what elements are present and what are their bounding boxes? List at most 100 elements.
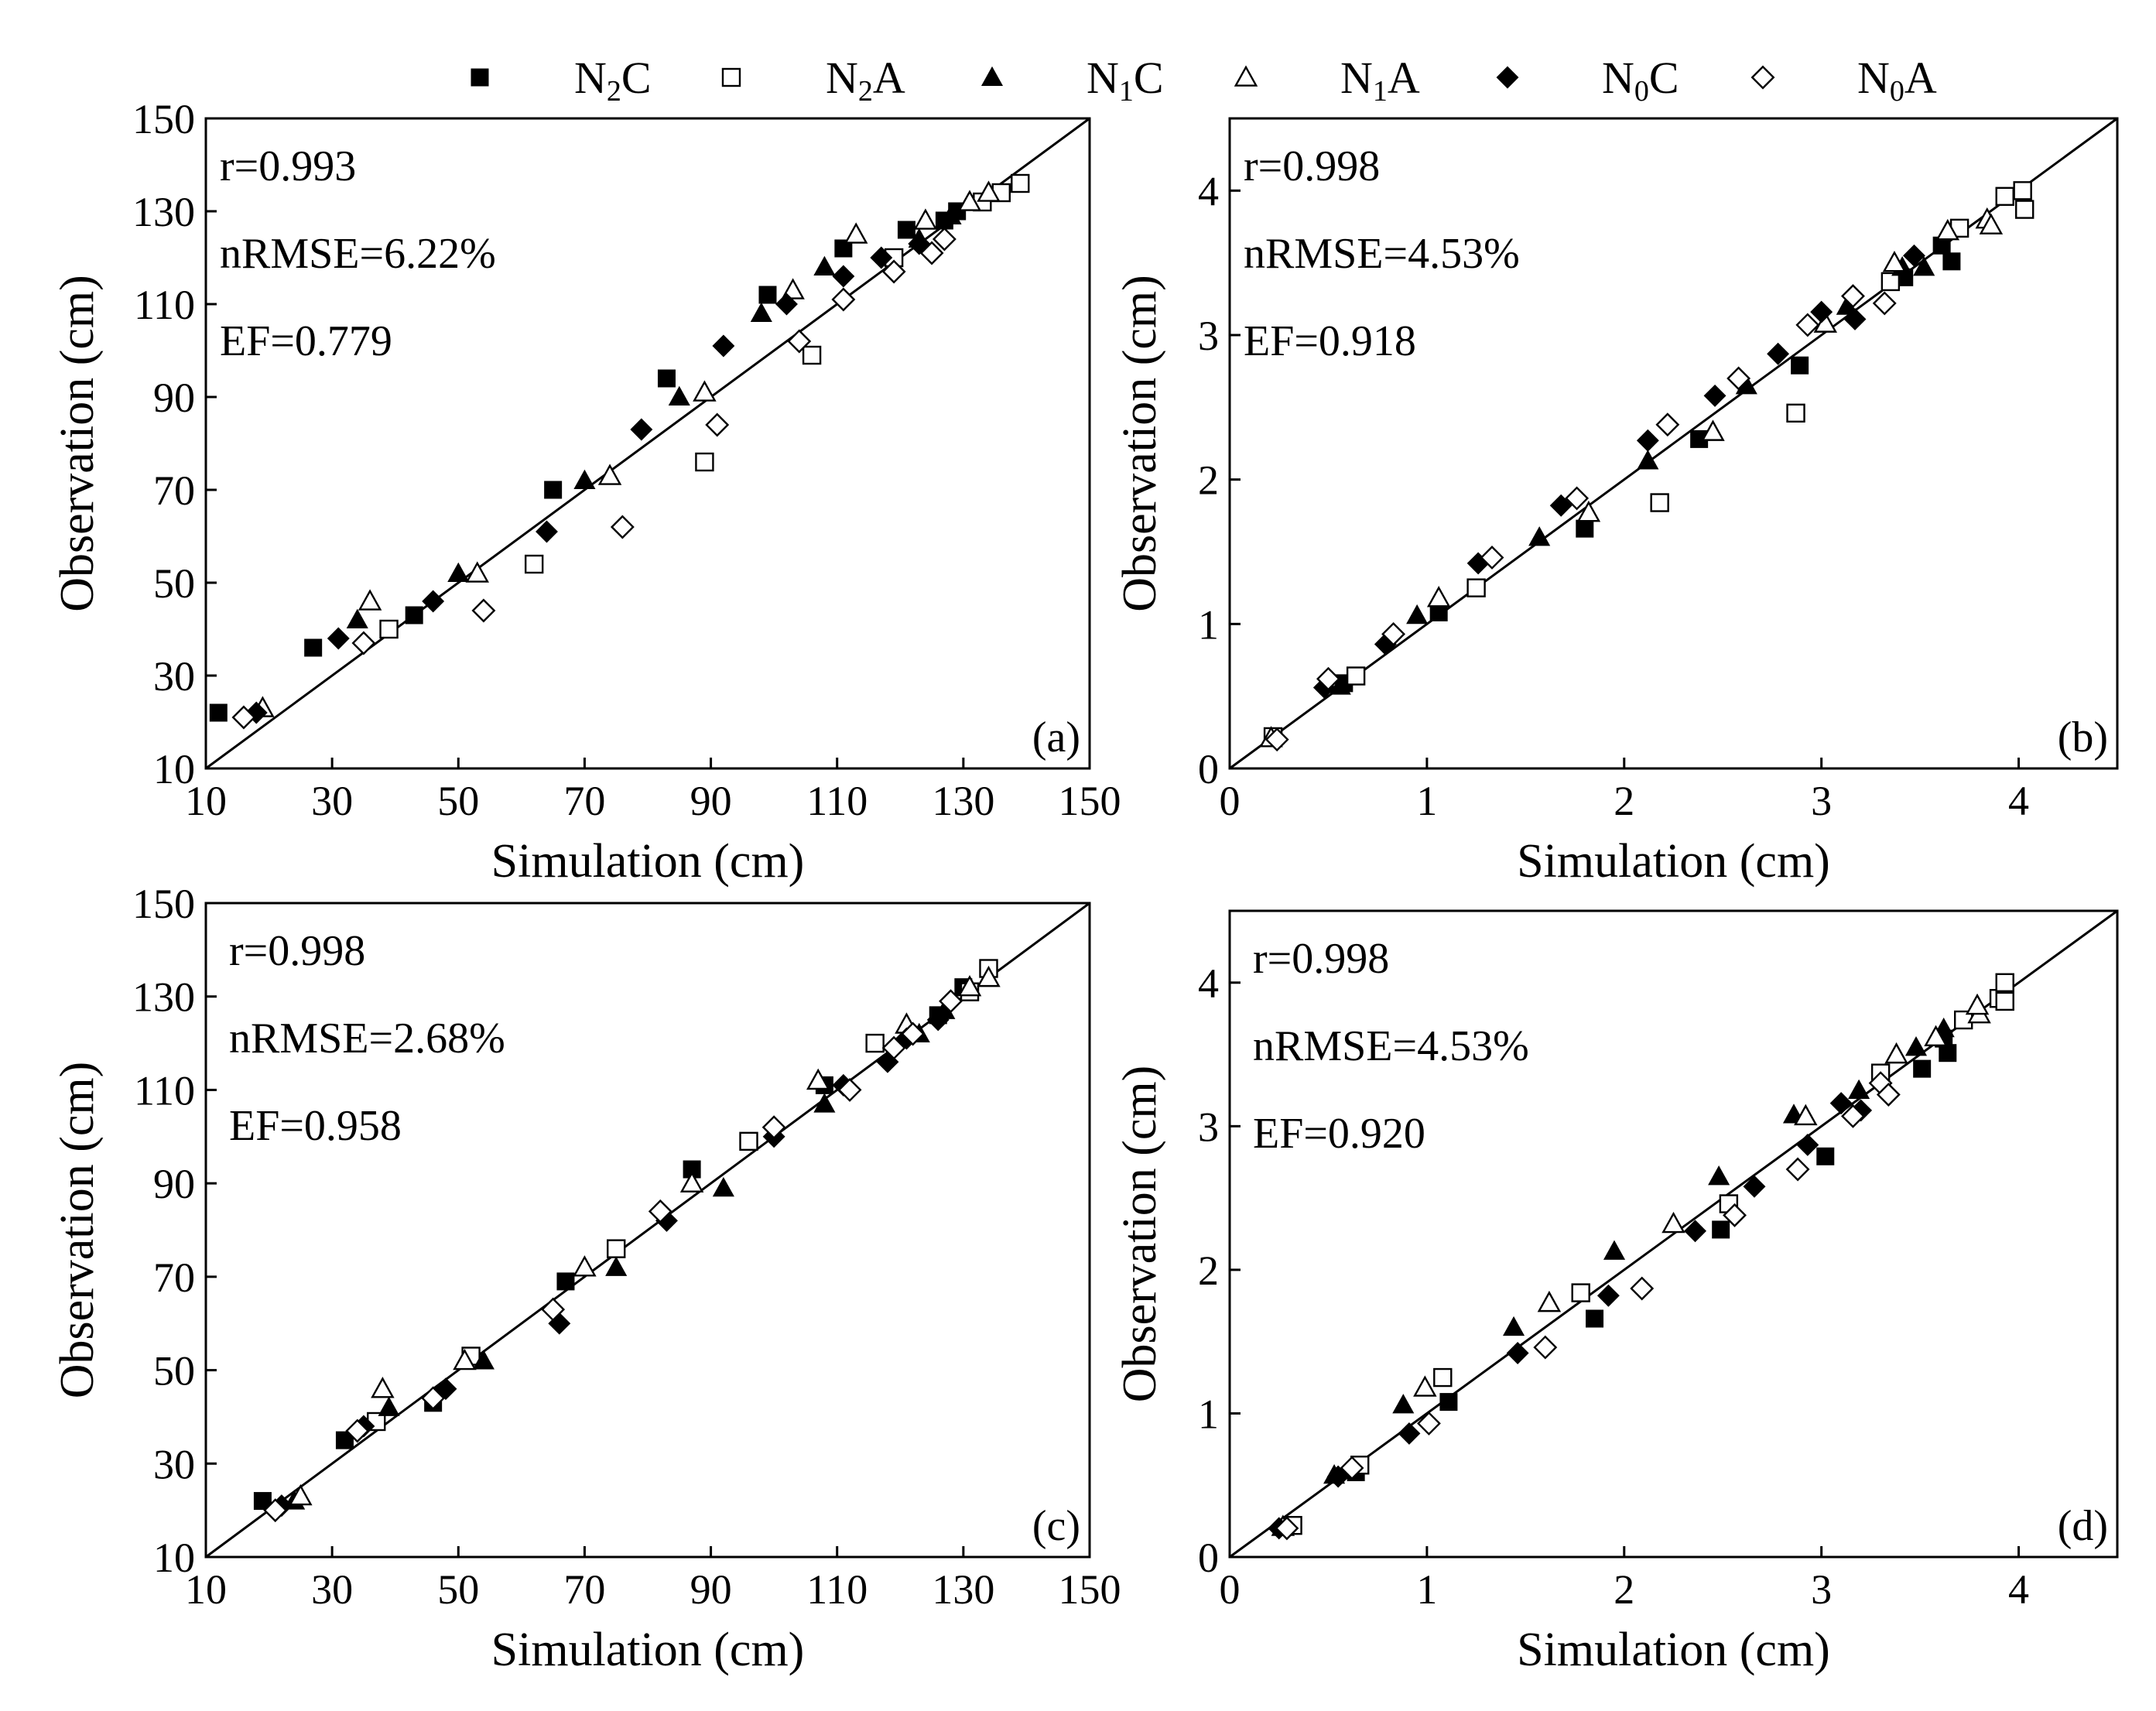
panel-a-x-tick-label: 150 <box>1059 778 1121 824</box>
data-point-n2a <box>2015 200 2035 219</box>
legend-label-n1c: N1C <box>1087 53 1164 108</box>
data-point-n1c <box>573 469 596 490</box>
data-point-n0a <box>1785 1157 1810 1182</box>
data-point-n0a <box>541 1297 566 1322</box>
data-point-n0c <box>712 334 735 358</box>
data-point-n1a <box>1794 1104 1818 1126</box>
data-point-n0c <box>1843 308 1867 330</box>
data-point-n2c <box>897 221 915 239</box>
data-point-n0c <box>870 246 893 269</box>
panel-a-y-tick-label: 130 <box>132 189 195 235</box>
data-point-n2a <box>1881 272 1901 292</box>
panel-b-y-tick-label: 2 <box>1198 457 1219 504</box>
panel-b-frame <box>1228 117 2119 770</box>
data-point-n0c <box>1398 1422 1421 1445</box>
data-point-n2c <box>556 1272 575 1291</box>
data-point-n1a <box>1979 213 2004 234</box>
legend-item-n0a: N0A <box>1750 53 1937 108</box>
panel-a-x-tick-label: 10 <box>185 778 227 824</box>
panel-d-y-tick-label: 0 <box>1198 1535 1219 1581</box>
data-point-n1c <box>750 302 772 323</box>
data-point-n1c <box>1392 1394 1415 1414</box>
panel-d-y-tick-label: 3 <box>1198 1104 1219 1150</box>
data-point-n2a <box>1571 1283 1590 1302</box>
data-point-n0a <box>1723 1203 1747 1227</box>
data-point-n2c <box>758 286 777 304</box>
panel-a-y-tick-label: 50 <box>153 560 195 607</box>
panel-c-series-n2a <box>367 959 998 1432</box>
data-point-n0a <box>939 989 963 1014</box>
data-point-n1a <box>693 380 717 402</box>
data-point-n2c <box>1586 1309 1604 1328</box>
panel-c-y-tick-label: 130 <box>132 974 195 1021</box>
panel-c-x-tick-label: 90 <box>690 1566 732 1613</box>
data-point-n0c <box>1743 1175 1766 1198</box>
data-point-n1c <box>1708 1165 1730 1186</box>
data-point-n1a <box>1576 500 1601 522</box>
legend-marker-n1c <box>980 66 1004 87</box>
data-point-n0c <box>1796 1133 1819 1156</box>
data-point-n1c <box>1603 1240 1626 1260</box>
data-point-n1c <box>1848 1079 1870 1100</box>
data-point-n0a <box>831 287 856 312</box>
data-point-n1a <box>1935 218 1960 241</box>
data-point-n2c <box>834 239 853 258</box>
panel-c-x-tick-label: 130 <box>932 1566 994 1613</box>
data-point-n1a <box>957 974 982 997</box>
data-point-n0a <box>471 598 496 623</box>
panel-d-stat-ef-value: EF=0.920 <box>1253 1110 1425 1158</box>
legend-item-n2c: N2C <box>471 53 652 108</box>
data-point-n1a <box>913 208 938 230</box>
panel-b-y-tick-label: 3 <box>1198 313 1219 359</box>
panel-b-y-tick-label: 4 <box>1198 168 1219 214</box>
panel-a-y-axis-label: Observation (cm) <box>51 275 104 612</box>
data-point-n1c <box>472 1350 495 1370</box>
data-point-n1a <box>597 464 622 485</box>
panel-c-y-tick-label: 10 <box>153 1535 195 1581</box>
panel-c-stat-ef-value: EF=0.958 <box>229 1102 402 1150</box>
data-point-n2a <box>1995 973 2014 992</box>
data-point-n2a <box>524 554 544 574</box>
panel-a-frame <box>204 117 1091 770</box>
data-point-n0a <box>1565 486 1590 511</box>
data-point-n0c <box>1684 1220 1706 1243</box>
data-point-n0c <box>327 627 350 650</box>
data-point-n1a <box>844 222 868 244</box>
panel-d-x-tick-label: 4 <box>2008 1566 2029 1613</box>
data-point-n1c <box>378 1396 400 1416</box>
data-point-n2c <box>405 606 423 625</box>
data-point-n1a <box>1884 1042 1908 1064</box>
data-point-n0a <box>1275 1516 1299 1541</box>
data-point-n2c <box>1942 252 1961 271</box>
panel-d-frame <box>1228 909 2119 1559</box>
data-point-n1a <box>453 1348 477 1371</box>
panel-c-stat-nrmse-value: nRMSE=2.68% <box>229 1015 505 1063</box>
data-point-n2a <box>1786 403 1805 423</box>
data-point-n1c <box>346 608 368 629</box>
data-point-n2c <box>253 1492 272 1511</box>
legend-item-n1c: N1C <box>980 53 1164 108</box>
panel-c-stat-r-value: r=0.998 <box>229 927 365 975</box>
panel-c-x-tick-label: 30 <box>311 1566 353 1613</box>
panel-a-series-n2c <box>209 202 967 722</box>
data-point-n0a <box>1480 546 1504 570</box>
data-point-n0a <box>1416 1411 1441 1436</box>
data-point-n1a <box>781 278 805 299</box>
data-point-n1a <box>977 965 1001 987</box>
panel-b-stat-r-value: r=0.998 <box>1244 142 1380 190</box>
panel-d-x-tick-label: 0 <box>1220 1566 1241 1613</box>
data-point-n1a <box>1426 586 1451 607</box>
data-point-n0c <box>832 265 855 288</box>
panel-c-x-tick-label: 70 <box>563 1566 605 1613</box>
data-point-n0c <box>1549 494 1573 517</box>
data-point-n2a <box>1995 186 2014 207</box>
data-point-n0a <box>345 1418 370 1443</box>
panel-c-series-n1a <box>289 965 1001 1506</box>
panel-a-x-tick-label: 30 <box>311 778 353 824</box>
data-point-n0a <box>231 705 256 730</box>
panel-a-y-tick-label: 10 <box>153 746 195 792</box>
panel-c-y-tick-label: 150 <box>132 881 195 927</box>
data-point-n0a <box>1630 1276 1655 1301</box>
data-point-n0a <box>1795 313 1820 337</box>
data-point-n1c <box>605 1256 628 1276</box>
